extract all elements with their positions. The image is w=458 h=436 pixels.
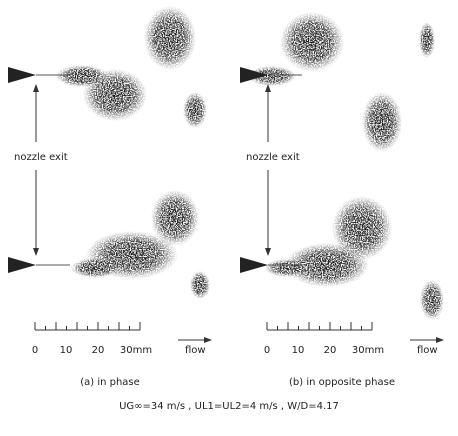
conditions: UG∞=34 m/s , UL1=UL2=4 m/s , W/D=4.17	[119, 401, 339, 412]
caption: (a) in phase	[80, 377, 140, 388]
smoke-cloud	[265, 259, 309, 277]
smoke-cloud	[151, 190, 199, 246]
smoke-cloud	[419, 22, 435, 58]
scale-label: 20	[92, 345, 105, 356]
smoke	[248, 12, 444, 320]
scale-label: 0	[32, 345, 38, 356]
smoke-cloud	[71, 258, 119, 278]
smoke-cloud	[280, 12, 344, 72]
nozzle	[240, 67, 268, 83]
flow-label: flow	[185, 345, 206, 356]
nozzle	[8, 257, 36, 273]
smoke-cloud	[362, 92, 402, 152]
panel: nozzle exit 0 10 20 30mm flow (a) in phase	[8, 6, 212, 388]
smoke	[56, 6, 210, 299]
smoke-cloud	[420, 280, 444, 320]
caption: (b) in opposite phase	[289, 377, 395, 388]
nozzle-label: nozzle exit	[246, 152, 300, 163]
smoke-cloud	[285, 243, 369, 287]
scale-label: 30mm	[120, 345, 152, 356]
scale-label: 10	[60, 345, 73, 356]
smoke-cloud	[144, 6, 196, 70]
smoke-cloud	[56, 65, 108, 87]
nozzle	[240, 257, 268, 273]
nozzle	[8, 67, 36, 83]
smoke-cloud	[190, 271, 210, 299]
panel: nozzle exit 0 10 20 30mm flow (b) in opposite …	[240, 12, 444, 388]
scale-label: 0	[264, 345, 270, 356]
smoke-cloud	[332, 196, 392, 260]
flow-label: flow	[417, 345, 438, 356]
smoke-cloud	[248, 66, 296, 86]
scale-label: 30mm	[352, 345, 384, 356]
scale-label: 20	[324, 345, 337, 356]
nozzle-label: nozzle exit	[14, 152, 68, 163]
scale-label: 10	[292, 345, 305, 356]
smoke-cloud	[183, 92, 207, 128]
